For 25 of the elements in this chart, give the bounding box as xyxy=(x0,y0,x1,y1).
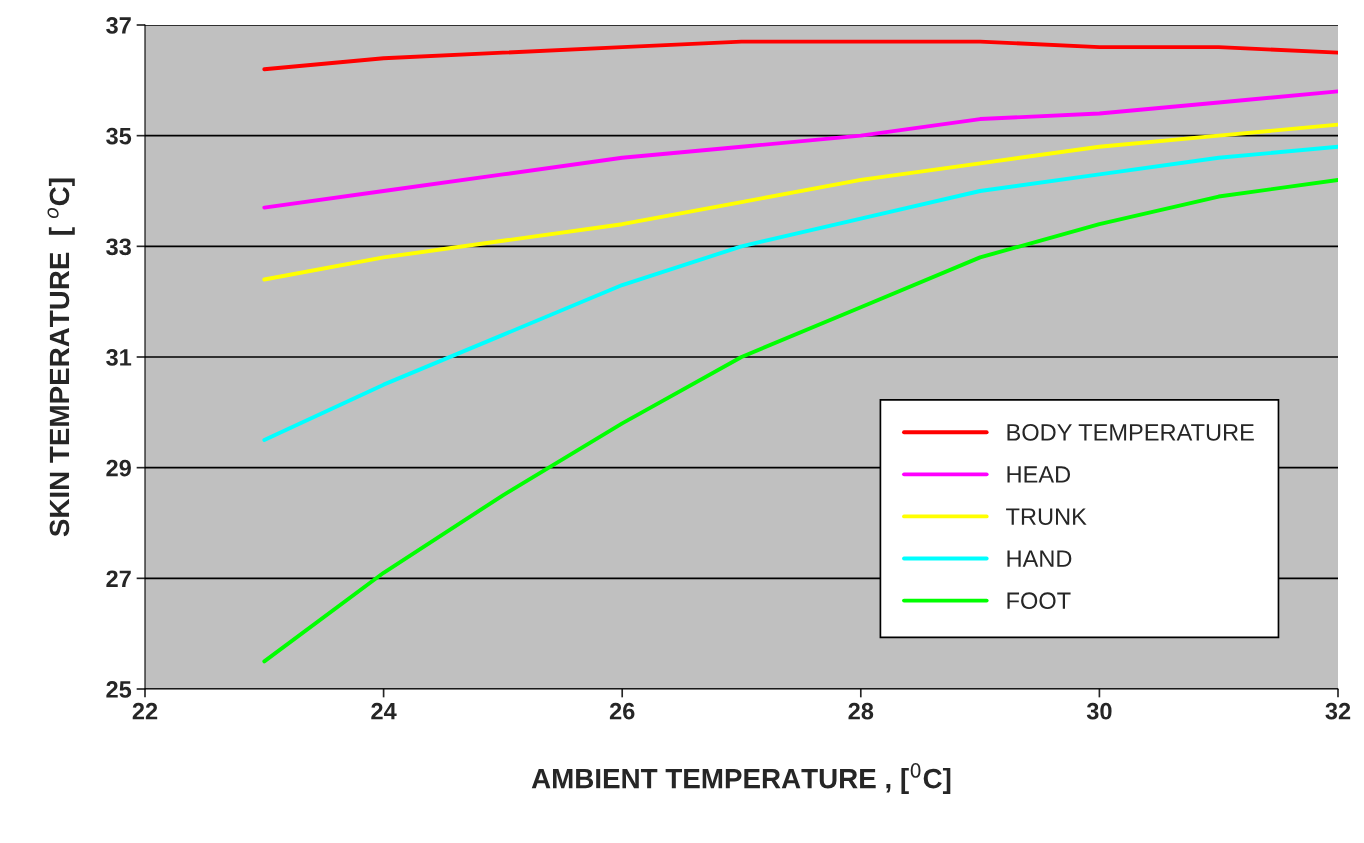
line-series xyxy=(262,89,1338,210)
x-tick-label: 32 xyxy=(1325,702,1351,720)
x-tick-label: 24 xyxy=(371,702,397,720)
y-tick-label: 33 xyxy=(106,238,131,256)
line-series xyxy=(262,177,1338,664)
y-tick-label: 35 xyxy=(106,127,132,145)
y-tick-label: 31 xyxy=(106,349,132,366)
line-series xyxy=(262,122,1338,282)
y-tick-label: 25 xyxy=(106,681,132,698)
legend-label: TRUNK xyxy=(1006,508,1087,525)
legend-label: FOOT xyxy=(1007,592,1071,610)
y-tick-label: 29 xyxy=(106,459,131,477)
x-tick-label: 28 xyxy=(848,702,874,720)
x-tick-label: 30 xyxy=(1086,702,1112,720)
line-series xyxy=(262,39,1338,72)
y-tick-label: 37 xyxy=(106,17,131,34)
x-tick-label: 22 xyxy=(132,702,158,720)
x-tick-label: 26 xyxy=(609,702,635,720)
line-series xyxy=(262,144,1338,442)
x-axis-title: AMBIENT TEMPERATURE , [$^{0}$C] xyxy=(531,763,951,794)
legend-label: HAND xyxy=(1007,550,1072,567)
legend-label: HEAD xyxy=(1007,466,1071,483)
legend-label: BODY TEMPERATURE xyxy=(1007,424,1254,441)
y-tick-label: 27 xyxy=(106,570,131,587)
y-axis-title: SKIN TEMPERATURE [ $^{o}$C] xyxy=(47,178,75,537)
